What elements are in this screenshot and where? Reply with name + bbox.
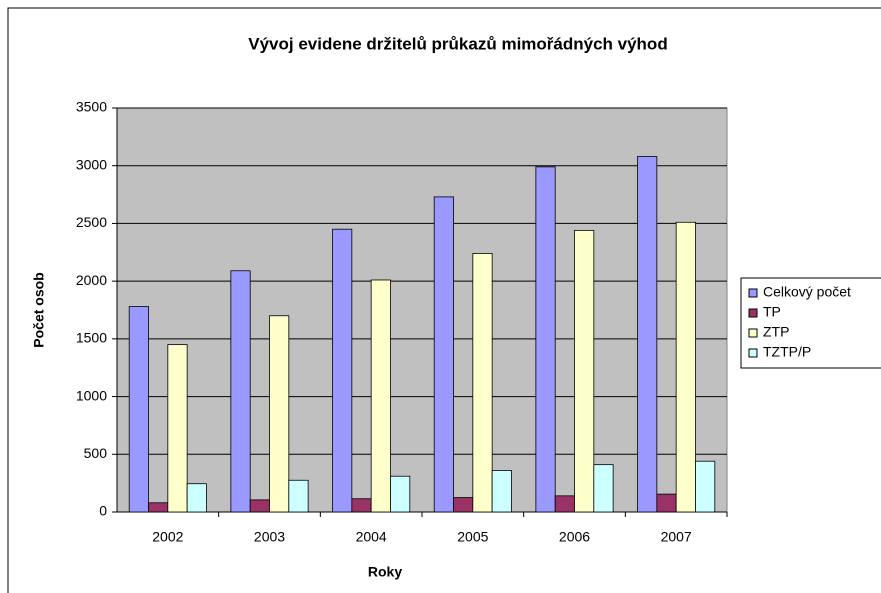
x-tick-label: 2005 xyxy=(457,529,488,545)
bar xyxy=(167,344,188,513)
y-tick-label: 3500 xyxy=(76,99,107,115)
bar xyxy=(593,464,614,513)
legend-swatch xyxy=(748,308,758,318)
y-tick-label: 1000 xyxy=(76,387,107,403)
bar xyxy=(554,495,575,513)
bar xyxy=(370,279,391,513)
bar xyxy=(453,497,474,513)
bar xyxy=(472,253,493,513)
y-tick-label: 3000 xyxy=(76,156,107,172)
bar xyxy=(249,499,270,513)
bar xyxy=(288,479,309,513)
bar xyxy=(186,483,207,513)
bar xyxy=(128,306,149,513)
bar xyxy=(390,475,411,513)
bar xyxy=(351,498,372,513)
bar xyxy=(269,315,290,513)
bar xyxy=(148,502,169,513)
y-tick-label: 0 xyxy=(99,503,107,519)
y-tick-label: 2500 xyxy=(76,214,107,230)
x-tick-label: 2007 xyxy=(661,529,692,545)
legend-label: TP xyxy=(763,304,781,320)
bar xyxy=(491,470,512,513)
bar xyxy=(433,196,454,513)
legend-label: TZTP/P xyxy=(763,344,811,360)
x-tick-label: 2003 xyxy=(254,529,285,545)
y-tick-label: 1500 xyxy=(76,330,107,346)
bar xyxy=(332,228,353,513)
bar xyxy=(695,460,716,513)
x-tick-label: 2006 xyxy=(559,529,590,545)
bar xyxy=(637,156,658,513)
bar xyxy=(574,229,595,513)
y-tick-label: 500 xyxy=(84,445,108,461)
x-tick-label: 2002 xyxy=(152,529,183,545)
bar xyxy=(535,166,556,513)
bar xyxy=(656,493,677,513)
legend-label: Celkový počet xyxy=(763,284,851,300)
plot-area xyxy=(116,107,728,513)
legend-swatch xyxy=(748,288,758,298)
legend-box xyxy=(740,277,881,369)
legend-label: ZTP xyxy=(763,324,789,340)
y-tick-label: 2000 xyxy=(76,272,107,288)
x-tick-label: 2004 xyxy=(356,529,387,545)
legend-swatch xyxy=(748,328,758,338)
bar xyxy=(675,221,696,513)
x-axis-label: Roky xyxy=(368,564,402,580)
y-axis-label: Počet osob xyxy=(31,272,47,347)
bar xyxy=(230,270,251,513)
legend-swatch xyxy=(748,348,758,358)
chart-title: Vývoj evidene držitelů průkazů mimořádný… xyxy=(248,34,667,53)
